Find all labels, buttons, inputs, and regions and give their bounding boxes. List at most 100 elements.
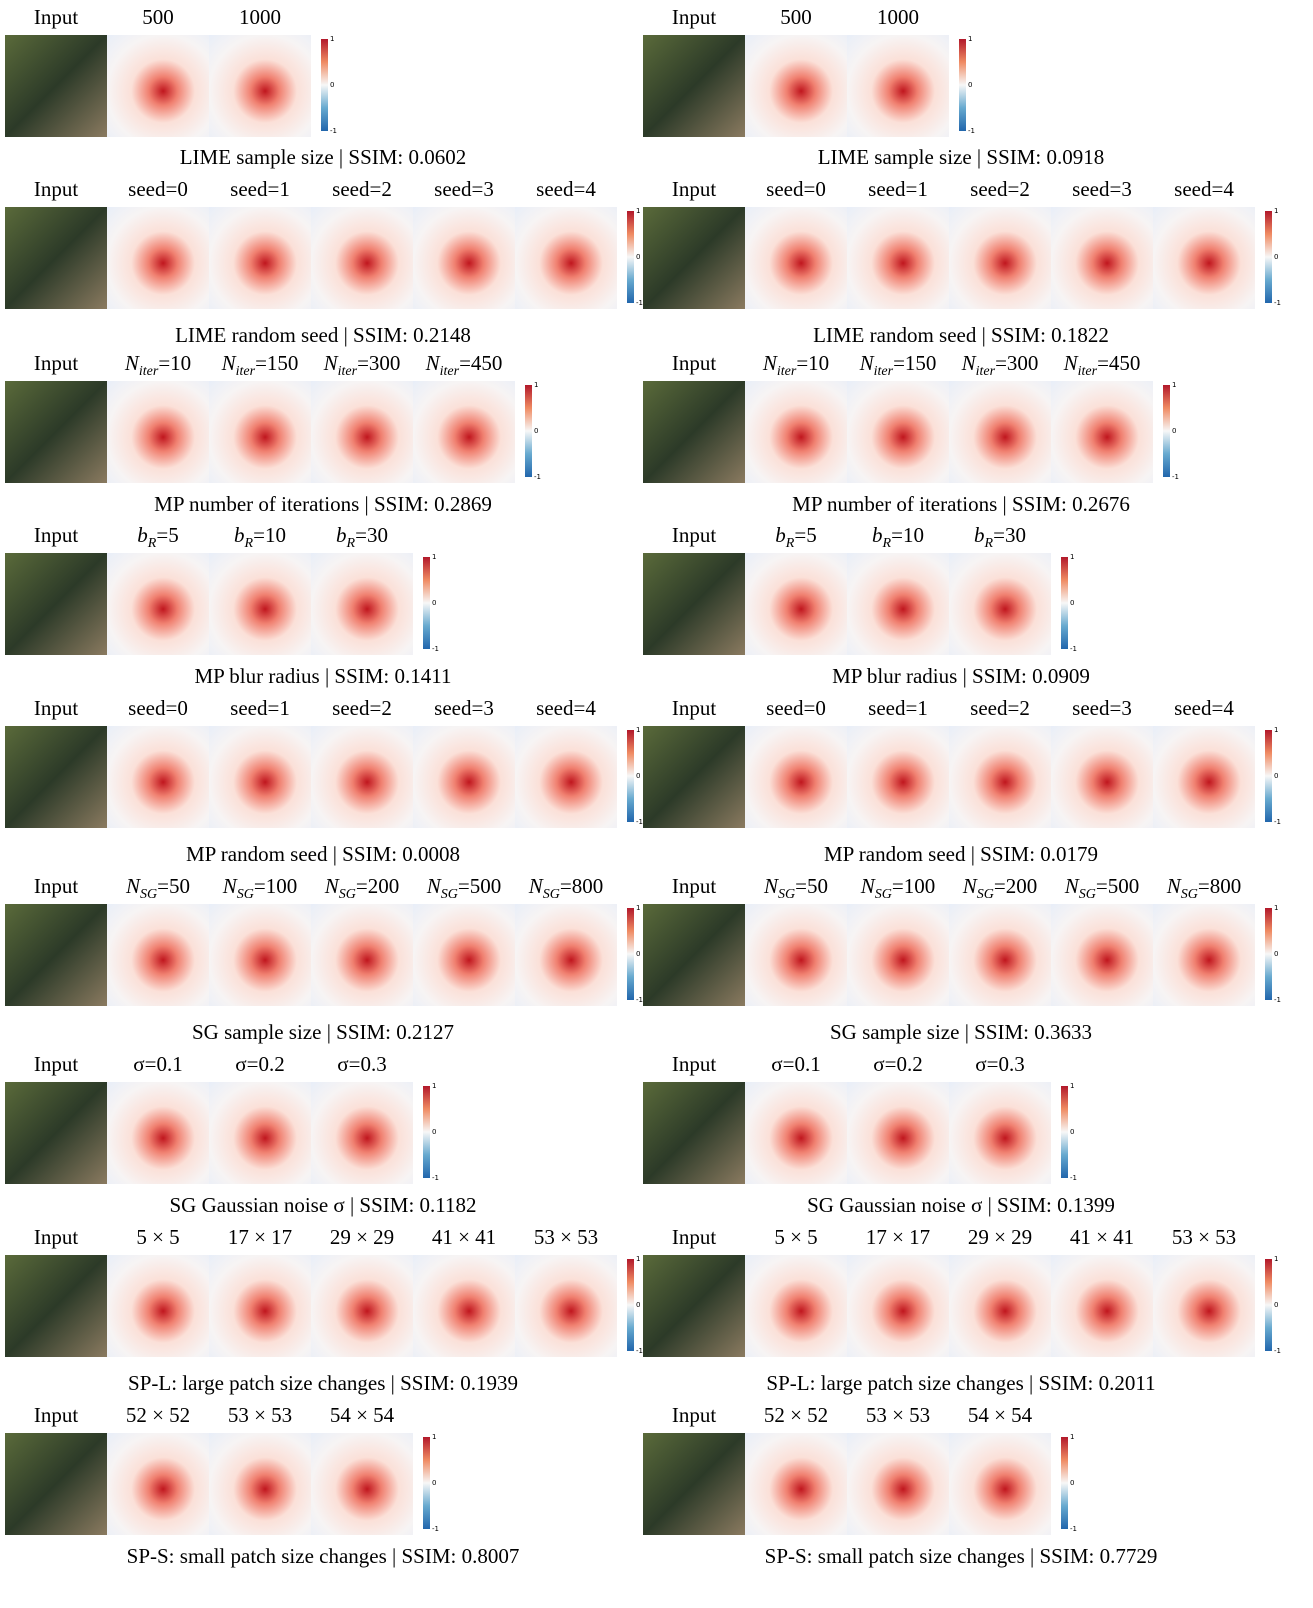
colorbar	[1265, 211, 1272, 303]
heatmap	[311, 1255, 413, 1357]
column-header: Niter=150	[200, 351, 320, 384]
column-header: Input	[33, 696, 79, 720]
caption: SG sample size | SSIM: 0.3633	[829, 1020, 1093, 1044]
caption: SP-L: large patch size changes | SSIM: 0…	[766, 1371, 1156, 1395]
heatmap	[745, 1255, 847, 1357]
heatmap	[209, 553, 311, 655]
caption: LIME random seed | SSIM: 0.1822	[813, 323, 1109, 347]
column-header: σ=0.3	[975, 1052, 1025, 1076]
column-header: bR=10	[200, 523, 320, 556]
heatmap	[311, 207, 413, 309]
colorbar	[423, 1437, 430, 1529]
colorbar	[959, 39, 966, 131]
colorbar-tick: -1	[330, 127, 337, 135]
input-image	[5, 35, 107, 137]
colorbar-tick: 0	[330, 81, 335, 89]
column-header: Input	[33, 1225, 79, 1249]
heatmap	[311, 1082, 413, 1184]
header-part: =150	[255, 351, 299, 375]
heatmap	[1153, 1255, 1255, 1357]
column-header: Niter=10	[98, 351, 218, 384]
column-header: Niter=450	[1042, 351, 1162, 384]
column-header: seed=3	[1072, 696, 1132, 720]
column-header: seed=1	[230, 696, 290, 720]
heatmap	[847, 381, 949, 483]
header-part: iter	[1077, 364, 1098, 380]
heatmap	[311, 553, 413, 655]
heatmap	[847, 553, 949, 655]
column-header: 53 × 53	[227, 1403, 293, 1427]
header-part: R	[147, 536, 157, 552]
colorbar-tick: 0	[968, 81, 973, 89]
column-header: seed=0	[128, 177, 188, 201]
colorbar-tick: 1	[330, 35, 335, 43]
column-header: σ=0.3	[337, 1052, 387, 1076]
heatmap	[847, 1082, 949, 1184]
input-image	[5, 207, 107, 309]
colorbar-tick: 0	[1070, 1128, 1075, 1136]
colorbar	[1265, 730, 1272, 822]
colorbar-tick: 0	[1274, 772, 1279, 780]
input-image	[643, 553, 745, 655]
heatmap	[1051, 1255, 1153, 1357]
colorbar-tick: -1	[432, 1525, 439, 1533]
header-part: =450	[1097, 351, 1141, 375]
column-header: Niter=450	[404, 351, 524, 384]
header-part: N	[859, 351, 874, 375]
colorbar-tick: -1	[534, 473, 541, 481]
column-header: NSG=500	[404, 874, 524, 907]
column-header: Input	[33, 5, 79, 29]
colorbar-tick: 0	[636, 772, 641, 780]
column-header: seed=1	[868, 696, 928, 720]
header-part: SG	[1180, 887, 1198, 903]
column-header: 500	[780, 5, 812, 29]
colorbar	[1265, 908, 1272, 1000]
colorbar-tick: 1	[432, 1082, 437, 1090]
heatmap	[745, 1433, 847, 1535]
colorbar-tick: -1	[1070, 1174, 1077, 1182]
colorbar	[627, 1259, 634, 1351]
colorbar	[1061, 1437, 1068, 1529]
header-part: =500	[1095, 874, 1140, 898]
heatmap	[311, 726, 413, 828]
colorbar-tick: 0	[636, 950, 641, 958]
header-part: iter	[873, 364, 894, 380]
caption: MP number of iterations | SSIM: 0.2676	[792, 492, 1130, 516]
header-part: =10	[796, 351, 830, 375]
column-header: 500	[142, 5, 174, 29]
heatmap	[847, 35, 949, 137]
colorbar-tick: 1	[1070, 1433, 1075, 1441]
heatmap	[107, 726, 209, 828]
header-part: =10	[891, 523, 924, 547]
heatmap	[745, 726, 847, 828]
header-part: SG	[778, 887, 796, 903]
caption: SG Gaussian noise σ | SSIM: 0.1399	[807, 1193, 1115, 1217]
column-header: seed=1	[230, 177, 290, 201]
column-header: Niter=300	[302, 351, 422, 384]
heatmap	[413, 1255, 515, 1357]
colorbar-tick: 1	[534, 381, 539, 389]
column-header: seed=3	[1072, 177, 1132, 201]
column-header: 53 × 53	[533, 1225, 599, 1249]
colorbar-tick: 1	[968, 35, 973, 43]
colorbar	[627, 908, 634, 1000]
heatmap	[209, 1433, 311, 1535]
colorbar-tick: -1	[636, 299, 643, 307]
column-header: bR=5	[736, 523, 856, 556]
heatmap	[949, 1255, 1051, 1357]
colorbar-tick: -1	[968, 127, 975, 135]
column-header: Input	[33, 1052, 79, 1076]
column-header: Niter=300	[940, 351, 1060, 384]
input-image	[643, 1255, 745, 1357]
colorbar-tick: 1	[432, 1433, 437, 1441]
heatmap	[209, 207, 311, 309]
header-part: SG	[440, 887, 458, 903]
caption: MP blur radius | SSIM: 0.0909	[832, 664, 1090, 688]
column-header: seed=4	[1174, 177, 1234, 201]
header-part: =450	[459, 351, 503, 375]
heatmap	[515, 726, 617, 828]
column-header: Input	[33, 351, 79, 375]
heatmap	[1051, 904, 1153, 1006]
input-image	[643, 1082, 745, 1184]
column-header: seed=0	[128, 696, 188, 720]
